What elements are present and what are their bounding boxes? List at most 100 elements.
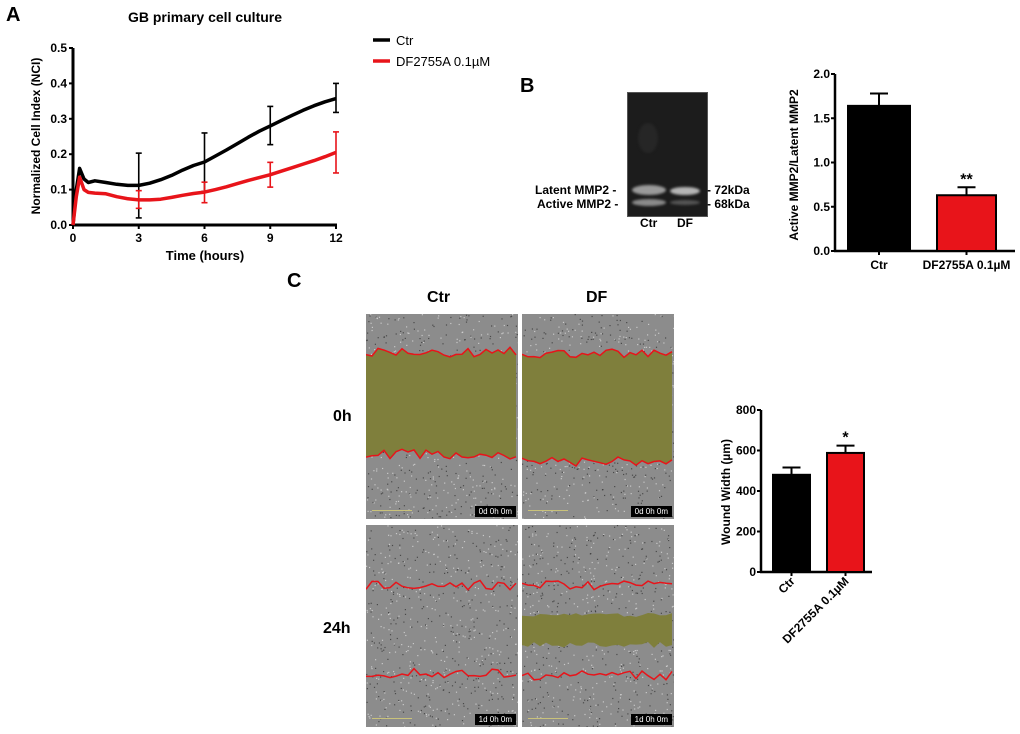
cell-speck <box>445 506 448 509</box>
cell-speck <box>436 534 439 536</box>
cell-speck <box>481 655 483 657</box>
cell-speck <box>403 595 405 597</box>
cell-speck <box>615 689 617 691</box>
cell-speck <box>409 722 411 724</box>
cell-speck <box>469 635 471 637</box>
cell-speck <box>661 571 663 573</box>
cell-speck <box>379 715 381 717</box>
cell-speck <box>468 315 470 317</box>
cell-speck <box>526 351 528 353</box>
cell-speck <box>453 597 455 599</box>
cell-speck <box>491 469 493 471</box>
cell-speck <box>366 682 368 684</box>
cell-speck <box>650 464 652 466</box>
cell-speck <box>419 589 421 591</box>
cell-speck <box>586 583 588 585</box>
cell-speck <box>415 675 418 677</box>
cell-speck <box>447 681 449 684</box>
cell-speck <box>573 483 575 485</box>
cell-speck <box>486 504 488 506</box>
cell-speck <box>587 499 589 501</box>
cell-speck <box>569 465 571 467</box>
y-tick-label: 1.0 <box>813 156 830 170</box>
cell-speck <box>562 334 564 337</box>
cell-speck <box>381 512 383 514</box>
cell-speck <box>561 546 563 548</box>
cell-speck <box>516 334 518 336</box>
cell-speck <box>483 551 485 553</box>
cell-speck <box>393 643 395 645</box>
cell-speck <box>639 574 641 576</box>
cell-speck <box>425 624 427 626</box>
cell-speck <box>476 532 478 534</box>
cell-speck <box>624 478 626 481</box>
cell-speck <box>374 349 376 351</box>
y-tick-label: 200 <box>736 525 756 539</box>
cell-speck <box>426 564 428 566</box>
cell-speck <box>526 477 528 479</box>
cell-speck <box>482 475 484 477</box>
cell-speck <box>601 333 604 335</box>
cell-speck <box>542 724 544 726</box>
cell-speck <box>417 710 419 712</box>
cell-speck <box>465 314 468 316</box>
cell-speck <box>663 712 665 714</box>
cell-speck <box>478 680 480 682</box>
cell-speck <box>439 560 441 562</box>
cell-speck <box>564 466 566 468</box>
cell-speck <box>532 564 534 566</box>
cell-speck <box>525 492 527 494</box>
cell-speck <box>463 605 465 607</box>
cell-speck <box>452 658 454 660</box>
cell-speck <box>616 593 618 595</box>
cell-speck <box>669 547 671 549</box>
cell-speck <box>373 470 375 472</box>
cell-speck <box>620 694 622 696</box>
cell-speck <box>625 473 627 475</box>
cell-speck <box>376 683 378 685</box>
cell-speck <box>664 469 666 471</box>
cell-speck <box>452 531 454 533</box>
cell-speck <box>456 633 458 635</box>
cell-speck <box>448 713 450 715</box>
cell-speck <box>531 708 533 710</box>
cell-speck <box>538 668 540 670</box>
cell-speck <box>601 649 603 651</box>
cell-speck <box>441 649 443 651</box>
cell-speck <box>455 691 458 693</box>
cell-speck <box>410 533 412 535</box>
cell-speck <box>366 673 368 676</box>
cell-speck <box>555 671 557 673</box>
cell-speck <box>494 474 496 476</box>
cell-speck <box>366 639 368 641</box>
cell-speck <box>431 608 433 610</box>
cell-speck <box>413 693 415 695</box>
cell-speck <box>447 492 449 494</box>
cell-speck <box>387 477 389 479</box>
cell-speck <box>383 578 385 580</box>
cell-speck <box>448 556 450 558</box>
cell-speck <box>525 650 527 652</box>
cell-speck <box>456 641 458 643</box>
cell-speck <box>572 719 574 721</box>
cell-speck <box>370 322 372 324</box>
cell-speck <box>460 506 462 508</box>
cell-speck <box>493 516 495 518</box>
cell-speck <box>516 595 518 597</box>
cell-speck <box>666 683 668 685</box>
cell-speck <box>443 527 445 529</box>
cell-speck <box>485 551 487 553</box>
cell-speck <box>655 587 657 590</box>
cell-speck <box>602 464 604 466</box>
significance-marker: ** <box>960 171 973 188</box>
cell-speck <box>505 628 507 630</box>
cell-speck <box>478 455 480 457</box>
cell-speck <box>436 708 438 710</box>
cell-speck <box>614 539 616 541</box>
cell-speck <box>432 596 435 598</box>
cell-speck <box>429 533 431 536</box>
cell-speck <box>384 708 386 710</box>
cell-speck <box>510 606 512 608</box>
cell-speck <box>596 682 598 685</box>
cell-speck <box>662 674 664 676</box>
